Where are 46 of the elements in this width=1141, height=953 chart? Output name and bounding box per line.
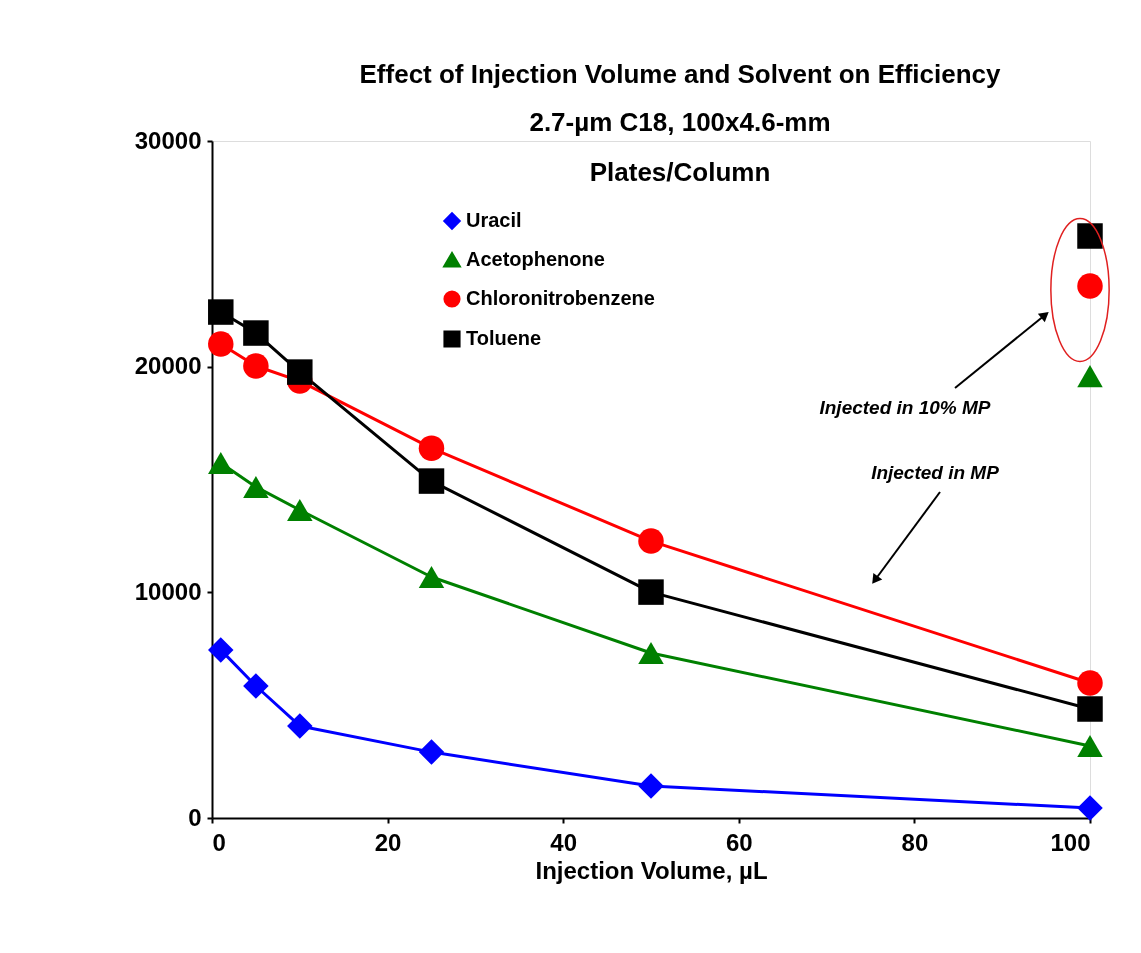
point: [208, 451, 234, 475]
point: [418, 435, 445, 461]
point: [638, 642, 664, 665]
y-axis-title: Plates/Column: [589, 157, 771, 187]
point: [243, 353, 269, 379]
point: [1077, 670, 1103, 696]
point: [287, 713, 313, 739]
point: [638, 579, 664, 605]
point: [1077, 223, 1103, 249]
point: [1077, 734, 1103, 758]
point: [208, 637, 234, 663]
x-tick-label: 80: [901, 828, 929, 856]
x-tick-label: 0: [212, 828, 226, 856]
chart-title: Effect of Injection Volume and Solvent on Efficiency: [359, 59, 1002, 89]
point: [287, 359, 313, 385]
point: [208, 299, 234, 325]
annotation: Injected in MP: [871, 462, 1000, 483]
legend-label: Uracil: [466, 209, 522, 231]
point: [243, 673, 269, 699]
point: [208, 331, 234, 357]
point: [287, 498, 313, 521]
x-tick-label: 40: [550, 828, 578, 856]
legend-label: Toluene: [466, 327, 542, 349]
point: [418, 739, 445, 765]
point: [243, 475, 269, 498]
chart-subtitle: 2.7-µm C18, 100x4.6-mm: [529, 107, 831, 137]
point: [1077, 795, 1103, 821]
legend-label: Acetophenone: [466, 248, 605, 270]
x-tick-label: 20: [374, 828, 402, 856]
point: [418, 565, 445, 589]
x-tick-label: 100: [1050, 828, 1091, 856]
legend-label: Chloronitrobenzene: [466, 287, 655, 309]
x-axis-title: Injection Volume, µL: [535, 856, 768, 884]
y-tick-label: 20000: [134, 352, 202, 380]
point: [1077, 696, 1103, 722]
y-tick-label: 10000: [134, 577, 202, 605]
point: [418, 468, 445, 494]
y-tick-label: 0: [188, 803, 202, 831]
point: [638, 773, 664, 799]
y-tick-label: 30000: [134, 126, 202, 154]
x-tick-label: 60: [725, 828, 753, 856]
point: [1077, 365, 1103, 388]
annotation: Injected in 10% MP: [819, 397, 991, 418]
point: [638, 528, 664, 554]
point: [243, 320, 269, 346]
point: [1077, 273, 1103, 299]
